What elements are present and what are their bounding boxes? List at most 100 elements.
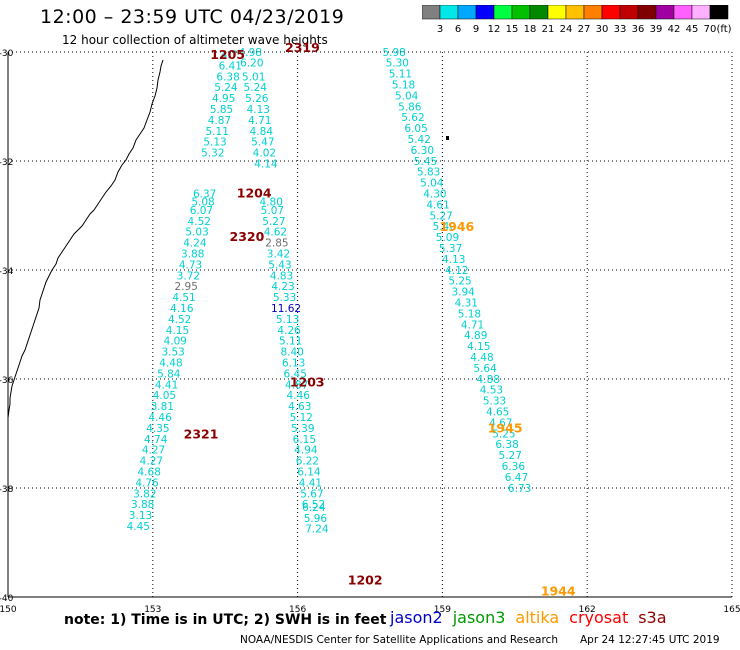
- wave-height-value: 4.80: [260, 197, 283, 209]
- wave-height-value: 4.24: [183, 238, 207, 250]
- wave-height-value: 5.27: [499, 450, 522, 462]
- scale-tick-label: 18: [524, 24, 537, 35]
- wave-height-value: 4.13: [247, 104, 270, 116]
- latitude-label: -32: [0, 158, 13, 168]
- pass-time-label: 2321: [184, 426, 219, 441]
- wave-height-value: 4.41: [155, 379, 178, 391]
- wave-height-value: 5.04: [420, 178, 444, 190]
- wave-height-value: 4.65: [486, 407, 509, 419]
- wave-height-value: 3.94: [451, 287, 475, 299]
- wave-height-value: 4.61: [426, 199, 449, 211]
- wave-height-value: 8.40: [280, 347, 303, 359]
- scale-swatch: [709, 5, 729, 20]
- longitude-label: 165: [723, 605, 740, 615]
- wave-height-value: 4.87: [285, 379, 308, 391]
- wave-height-value: 5.84: [157, 368, 181, 380]
- wave-height-value: 4.73: [179, 259, 202, 271]
- pass-time-label: 1204: [237, 186, 272, 201]
- latitude-label: -38: [0, 485, 14, 495]
- wave-height-value: 4.46: [287, 390, 311, 402]
- wave-height-value: 5.62: [401, 112, 424, 124]
- scale-tick-label: 9: [473, 24, 479, 35]
- scale-tick-label: 15: [506, 24, 519, 35]
- latitude-label: -30: [0, 49, 14, 59]
- scale-unit-label: (ft): [716, 24, 731, 35]
- wave-height-value: 5.01: [242, 71, 265, 83]
- wave-height-value: 5.03: [185, 227, 208, 239]
- wave-height-value: 5.64: [473, 363, 497, 375]
- wave-height-value: 5.04: [395, 90, 419, 102]
- wave-height-value: 4.13: [442, 254, 465, 266]
- wave-height-value: 5.11: [279, 336, 302, 348]
- wave-height-value: 5.33: [483, 396, 506, 408]
- wave-height-value: 4.46: [148, 412, 172, 424]
- scale-tick-label: 45: [686, 24, 699, 35]
- wave-height-value: 6.73: [508, 483, 531, 495]
- satellite-legend: jason2 jason3 altika cryosat s3a: [390, 608, 677, 627]
- wave-height-value: 5.85: [210, 104, 233, 116]
- altimeter-track: 5.985.305.115.185.045.865.626.055.426.30…: [382, 47, 531, 495]
- map-frame: [7, 52, 732, 598]
- wave-height-value: 3.13: [129, 510, 152, 522]
- wave-height-value: 6.37: [193, 189, 216, 201]
- wave-height-value: 4.67: [489, 417, 512, 429]
- wave-height-value: 4.83: [270, 270, 293, 282]
- scale-tick-label: 33: [614, 24, 627, 35]
- latitude-label: -34: [0, 267, 14, 277]
- wave-height-value: 4.48: [159, 357, 182, 369]
- satellite-name: s3a: [638, 608, 667, 627]
- wave-height-value: 6.41: [219, 60, 242, 72]
- wave-height-value: 5.33: [273, 292, 296, 304]
- wave-height-value: 5.25: [492, 428, 515, 440]
- wave-height-value: 3.53: [161, 347, 184, 359]
- scale-tick-label: 3: [437, 24, 443, 35]
- satellite-name: jason2: [390, 608, 443, 627]
- pass-time-label: 1205: [210, 47, 245, 62]
- longitude-label: 150: [0, 605, 17, 615]
- footer-note: note: 1) Time is in UTC; 2) SWH is in fe…: [64, 612, 387, 628]
- wave-height-value: 4.98: [239, 47, 262, 59]
- credit-line: NOAA/NESDIS Center for Satellite Applica…: [240, 634, 558, 646]
- wave-height-value: 4.12: [445, 265, 468, 277]
- wave-height-value: 4.31: [455, 298, 478, 310]
- wave-height-value: 11.62: [271, 303, 301, 315]
- wave-height-value: 6.05: [404, 123, 427, 135]
- wave-height-value: 4.74: [144, 434, 168, 446]
- wave-height-value: 4.02: [253, 148, 276, 160]
- wave-height-value: 3.88: [131, 499, 154, 511]
- wave-height-value: 3.88: [181, 248, 204, 260]
- pass-time-label: 1946: [439, 219, 474, 234]
- wave-height-value: 4.48: [470, 352, 493, 364]
- wave-height-value: 6.07: [190, 205, 213, 217]
- wave-height-value: 5.47: [251, 137, 274, 149]
- wave-height-value: 4.52: [188, 216, 211, 228]
- wave-height-value: 4.27: [140, 456, 163, 468]
- wave-height-value: 5.96: [304, 513, 328, 525]
- wave-height-value: 5.37: [439, 243, 462, 255]
- scale-tick-label: 42: [668, 24, 681, 35]
- latitude-label: -36: [0, 376, 14, 386]
- wave-height-value: 4.88: [477, 374, 500, 386]
- wave-height-value: 5.40: [433, 221, 456, 233]
- wave-height-value: 4.09: [164, 336, 187, 348]
- wave-height-value: 4.75: [221, 50, 244, 62]
- wave-height-value: 4.52: [168, 314, 191, 326]
- wave-height-value: 6.24: [302, 502, 326, 514]
- wave-height-value: 3.82: [133, 488, 156, 500]
- scale-tick-label: 24: [560, 24, 573, 35]
- wave-height-value: 5.13: [276, 314, 299, 326]
- wave-height-value: 5.27: [429, 210, 452, 222]
- wave-height-value: 6.13: [282, 357, 305, 369]
- wave-height-value: 3.81: [151, 401, 174, 413]
- wave-height-value: 4.63: [288, 401, 311, 413]
- wave-height-value: 6.36: [502, 461, 526, 473]
- wave-height-value: 5.26: [245, 93, 269, 105]
- altimeter-track: 4.756.416.385.244.955.854.875.115.135.32…: [127, 50, 245, 533]
- wave-height-value: 5.25: [448, 276, 471, 288]
- wave-height-value: 5.13: [203, 137, 226, 149]
- wave-height-value: 4.16: [170, 303, 194, 315]
- wave-height-value: 4.45: [127, 521, 150, 533]
- wave-height-value: 6.20: [240, 58, 263, 70]
- wave-height-value: 2.95: [175, 281, 198, 293]
- wave-height-value: 5.83: [417, 167, 440, 179]
